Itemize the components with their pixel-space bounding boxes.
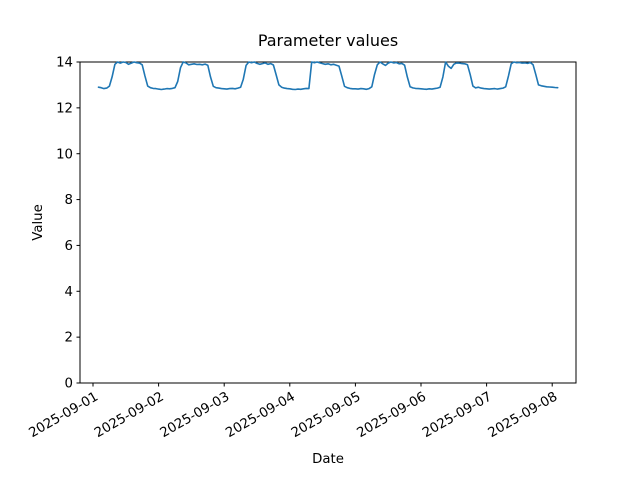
x-tick-label: 2025-09-04 [223,389,297,441]
x-tick-label: 2025-09-07 [420,389,494,441]
y-tick-label: 6 [65,239,73,254]
chart-title: Parameter values [258,31,398,50]
x-tick-label: 2025-09-03 [158,389,232,441]
y-tick-label: 14 [56,56,73,71]
x-axis-ticks: 2025-09-012025-09-022025-09-032025-09-04… [27,383,560,441]
y-tick-label: 10 [56,147,73,162]
x-tick-label: 2025-09-01 [27,389,101,441]
data-series-line [97,61,559,91]
x-tick-label: 2025-09-06 [355,389,429,441]
y-tick-label: 4 [65,285,73,300]
x-axis-label: Date [312,452,344,467]
x-tick-label: 2025-09-05 [289,389,363,441]
y-tick-label: 8 [65,193,73,208]
y-tick-label: 0 [65,377,73,392]
y-axis-label: Value [31,204,46,241]
x-tick-label: 2025-09-02 [92,389,166,441]
x-tick-label: 2025-09-08 [486,389,560,441]
y-tick-label: 2 [65,331,73,346]
y-tick-label: 12 [56,101,73,116]
y-axis-ticks: 0 2 4 6 8 10 12 14 [56,56,80,392]
plot-area [79,61,577,384]
